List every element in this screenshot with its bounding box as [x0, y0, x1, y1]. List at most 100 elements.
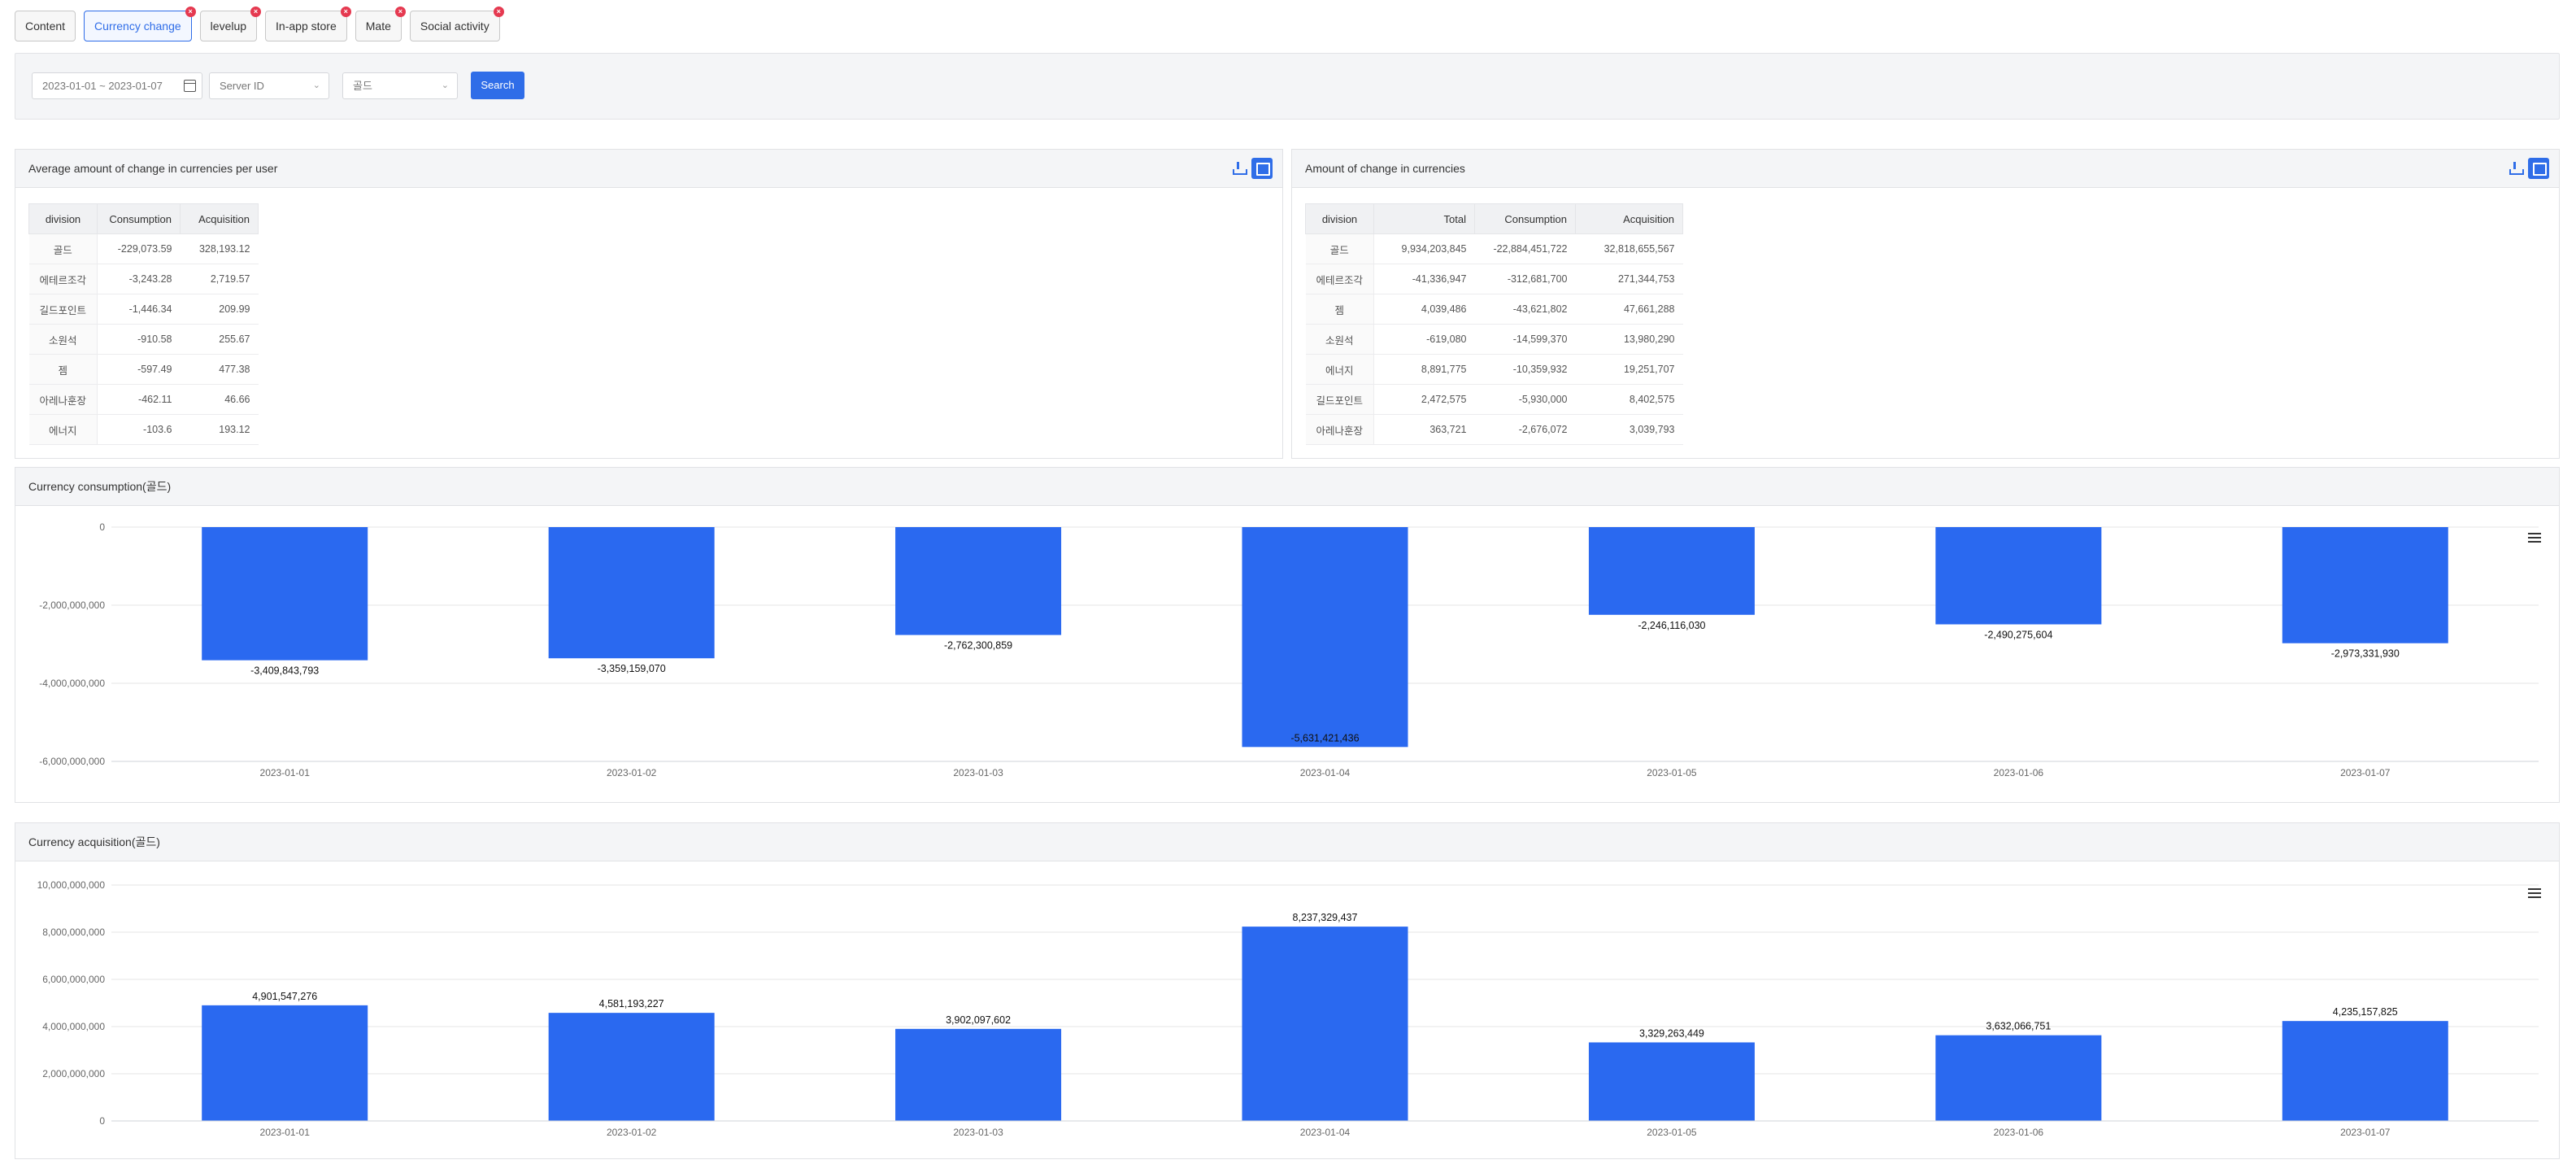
- tab-label: Social activity: [420, 20, 490, 33]
- table-row: 에테르조각 -3,243.28 2,719.57: [28, 264, 259, 294]
- y-tick-label: -4,000,000,000: [39, 678, 105, 689]
- table-cell: 4,039,486: [1373, 294, 1475, 325]
- data-label: 8,237,329,437: [1293, 912, 1358, 923]
- table-cell: 328,193.12: [180, 233, 259, 264]
- table-cell: 19,251,707: [1575, 354, 1683, 385]
- x-tick-label: 2023-01-01: [260, 1127, 311, 1138]
- bar: [2282, 527, 2448, 643]
- table-cell: -2,676,072: [1474, 414, 1576, 445]
- y-tick-label: 0: [99, 521, 105, 533]
- table-cell: -22,884,451,722: [1474, 233, 1576, 264]
- bar: [2282, 1021, 2448, 1121]
- table-cell: 젬: [1305, 294, 1374, 325]
- table-cell: 에너지: [28, 414, 98, 445]
- table-cell: -462.11: [97, 384, 181, 415]
- tab-2[interactable]: levelup ×: [199, 7, 262, 41]
- chart-title: Currency consumption(골드): [28, 480, 172, 493]
- bar: [895, 1028, 1062, 1121]
- tab-0[interactable]: Content: [15, 11, 76, 41]
- data-label: -2,973,331,930: [2331, 648, 2400, 660]
- data-label: -2,762,300,859: [944, 640, 1012, 652]
- table-cell: 271,344,753: [1575, 264, 1683, 294]
- close-icon[interactable]: ×: [185, 7, 196, 17]
- server-id-select[interactable]: Server ID ⌄: [209, 72, 329, 99]
- table-cell: -5,930,000: [1474, 384, 1576, 415]
- panel-title: Amount of change in currencies: [1305, 162, 1465, 175]
- tab-3[interactable]: In-app store ×: [265, 7, 351, 41]
- data-label: 4,235,157,825: [2333, 1006, 2398, 1018]
- chart-menu-icon[interactable]: [2528, 888, 2541, 898]
- table-cell: -41,336,947: [1373, 264, 1475, 294]
- y-tick-label: 8,000,000,000: [42, 927, 105, 938]
- bar: [895, 527, 1062, 635]
- table-cell: 46.66: [180, 384, 259, 415]
- table-cell: 2,719.57: [180, 264, 259, 294]
- download-icon[interactable]: [1232, 161, 1247, 176]
- table-row: 아레나훈장 363,721 -2,676,072 3,039,793: [1305, 414, 1683, 445]
- table-cell: -597.49: [97, 354, 181, 385]
- y-tick-label: 10,000,000,000: [37, 879, 106, 891]
- table-cell: 193.12: [180, 414, 259, 445]
- close-icon[interactable]: ×: [340, 7, 351, 17]
- y-tick-label: -2,000,000,000: [39, 600, 105, 611]
- avg-change-panel: Average amount of change in currencies p…: [15, 149, 1283, 459]
- table-cell: 길드포인트: [28, 294, 98, 325]
- tab-label: In-app store: [276, 20, 337, 33]
- data-label: -5,631,421,436: [1290, 732, 1359, 743]
- avg-change-table: division Consumption Acquisition 골드 -229,073…: [28, 203, 259, 445]
- table-cell: -312,681,700: [1474, 264, 1576, 294]
- search-button[interactable]: Search: [471, 72, 524, 99]
- amount-change-table: division Total Consumption Acquisition 골드 9,9…: [1305, 203, 1683, 445]
- table-row: 길드포인트 2,472,575 -5,930,000 8,402,575: [1305, 384, 1683, 415]
- table-cell: 8,891,775: [1373, 354, 1475, 385]
- date-range-picker[interactable]: 2023-01-01 ~ 2023-01-07: [32, 72, 202, 99]
- acquisition-bar-chart: 0 2,000,000,000 4,000,000,000 6,000,000,000…: [37, 879, 2539, 1138]
- consumption-chart-panel: Currency consumption(골드) 0 -2,000,000,000…: [15, 467, 2560, 803]
- close-icon[interactable]: ×: [250, 7, 262, 17]
- bar: [202, 1005, 368, 1121]
- table-cell: 에테르조각: [28, 264, 98, 294]
- expand-icon[interactable]: [2528, 158, 2549, 179]
- table-cell: -43,621,802: [1474, 294, 1576, 325]
- table-cell: 13,980,290: [1575, 324, 1683, 355]
- y-tick-label: 0: [99, 1115, 105, 1127]
- close-icon[interactable]: ×: [493, 7, 504, 17]
- tab-label: Mate: [365, 20, 391, 33]
- chart-menu-icon[interactable]: [2528, 533, 2541, 543]
- y-tick-label: 2,000,000,000: [42, 1068, 105, 1079]
- tab-4[interactable]: Mate ×: [355, 7, 406, 41]
- panel-title: Average amount of change in currencies p…: [28, 162, 278, 175]
- table-cell: 9,934,203,845: [1373, 233, 1475, 264]
- table-row: 젬 4,039,486 -43,621,802 47,661,288: [1305, 294, 1683, 325]
- x-tick-label: 2023-01-07: [2340, 767, 2391, 778]
- x-tick-label: 2023-01-01: [260, 767, 311, 778]
- y-tick-label: 6,000,000,000: [42, 974, 105, 985]
- data-label: 4,901,547,276: [252, 991, 317, 1002]
- x-tick-label: 2023-01-06: [1994, 767, 2044, 778]
- table-cell: 소원석: [28, 324, 98, 355]
- tab-label: levelup: [210, 20, 247, 33]
- table-cell: 477.38: [180, 354, 259, 385]
- data-label: 3,329,263,449: [1639, 1027, 1704, 1039]
- column-header: Consumption: [1474, 203, 1576, 234]
- download-icon[interactable]: [2509, 161, 2524, 176]
- table-row: 소원석 -619,080 -14,599,370 13,980,290: [1305, 324, 1683, 355]
- tab-1[interactable]: Currency change ×: [84, 7, 196, 41]
- tab-5[interactable]: Social activity ×: [409, 7, 504, 41]
- date-range-value: 2023-01-01 ~ 2023-01-07: [42, 80, 163, 92]
- table-row: 골드 9,934,203,845 -22,884,451,722 32,818,655…: [1305, 233, 1683, 264]
- x-tick-label: 2023-01-03: [953, 1127, 1003, 1138]
- table-cell: -229,073.59: [97, 233, 181, 264]
- filter-bar: 2023-01-01 ~ 2023-01-07 Server ID ⌄ 골드 ⌄…: [15, 53, 2560, 120]
- table-cell: 길드포인트: [1305, 384, 1374, 415]
- data-label: 4,581,193,227: [599, 998, 664, 1009]
- tab-label: Currency change: [94, 20, 181, 33]
- bar: [1935, 1035, 2102, 1121]
- close-icon[interactable]: ×: [394, 7, 406, 17]
- currency-select[interactable]: 골드 ⌄: [342, 72, 458, 99]
- expand-icon[interactable]: [1251, 158, 1273, 179]
- column-header: Acquisition: [180, 203, 259, 234]
- tab-bar: Content Currency change × levelup × In-app st…: [15, 7, 504, 41]
- table-cell: 2,472,575: [1373, 384, 1475, 415]
- table-row: 젬 -597.49 477.38: [28, 354, 259, 385]
